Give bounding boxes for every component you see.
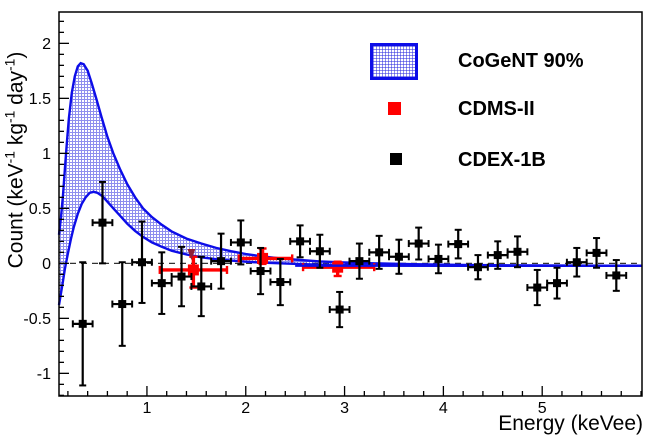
y-tick-label: 2 (42, 36, 51, 53)
x-tick-label: 4 (439, 400, 448, 417)
y-tick-label: -1 (37, 366, 51, 383)
cdex-marker (197, 282, 206, 291)
cdex-marker (355, 257, 364, 266)
cdex-marker (572, 258, 581, 267)
x-tick-label: 1 (142, 400, 151, 417)
axes-ticks: 1 2 3 4 5 -1 -0.5 0 0.5 1 1.5 2 (23, 20, 642, 417)
cdex-marker (78, 319, 87, 328)
cdex-marker (513, 247, 522, 256)
cdms-marker (187, 264, 199, 276)
x-tick-label: 2 (241, 400, 250, 417)
cdex-marker (612, 271, 621, 280)
cdex-marker (454, 240, 463, 249)
cdex-marker (98, 218, 107, 227)
cdex-marker (434, 254, 443, 263)
cdex-marker (493, 251, 502, 260)
y-title-superscript: -1 (1, 58, 18, 71)
y-title-text: day (4, 70, 28, 111)
y-axis-title: Count (keV-1 kg-1 day-1) (2, 52, 29, 269)
x-axis-title: Energy (keVee) (498, 412, 643, 435)
cdex-series (71, 180, 628, 387)
plot-frame (58, 11, 643, 397)
legend-cdex-swatch (390, 153, 402, 165)
legend-cdex-label: CDEX-1B (458, 149, 546, 171)
down-arrow-annotation (187, 249, 196, 261)
legend-cogent-label: CoGeNT 90% (458, 50, 584, 72)
cdex-marker (177, 272, 186, 281)
legend-cogent-band-swatch (370, 43, 418, 80)
legend-cdms-swatch (388, 102, 401, 115)
cdex-marker (118, 300, 127, 309)
cdex-marker (375, 248, 384, 257)
cdex-marker (315, 247, 324, 256)
cogent-lower-curve (57, 190, 642, 306)
cdex-marker (217, 257, 226, 266)
y-title-text: Count (keV (4, 163, 28, 269)
cdex-marker (296, 237, 305, 246)
cdex-marker (256, 267, 265, 276)
cdex-marker (138, 258, 147, 267)
y-tick-label: 0 (42, 256, 51, 273)
cdms-marker (257, 252, 269, 264)
y-title-text: ) (4, 51, 28, 59)
cdex-marker (276, 278, 285, 287)
cdms-marker (332, 261, 344, 273)
cdex-marker (553, 279, 562, 288)
y-tick-label: 0.5 (29, 201, 51, 218)
cdex-marker (236, 238, 245, 247)
cogent-upper-curve (57, 61, 643, 267)
cdex-marker (335, 305, 344, 314)
y-title-superscript: -1 (1, 150, 18, 164)
cdex-marker (473, 263, 482, 272)
x-tick-label: 3 (340, 400, 349, 417)
legend-cdms-label: CDMS-II (458, 98, 535, 120)
y-tick-label: -0.5 (23, 311, 51, 328)
y-title-superscript: -1 (1, 110, 18, 123)
cdex-marker (592, 248, 601, 257)
x-tick-label: 5 (538, 400, 547, 417)
y-tick-label: 1.5 (29, 91, 51, 108)
cdex-marker (394, 252, 403, 261)
cdex-marker (157, 279, 166, 288)
y-title-text: kg (4, 122, 28, 151)
cdex-marker (414, 239, 423, 248)
y-tick-label: 1 (42, 146, 51, 163)
cdex-marker (533, 283, 542, 292)
